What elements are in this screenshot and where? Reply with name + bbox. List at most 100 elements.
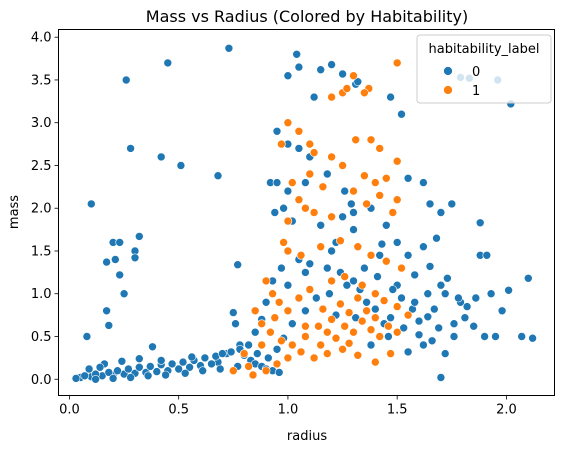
data-point-0 [403,174,413,183]
data-point-1 [250,306,260,316]
data-point-0 [338,212,347,222]
data-point-0 [111,255,120,264]
data-point-1 [366,251,376,260]
data-point-0 [423,289,433,299]
data-point-1 [336,299,345,309]
data-point-0 [292,49,302,59]
data-point-0 [462,302,472,311]
data-point-0 [161,370,170,380]
data-point-1 [327,276,336,286]
data-point-1 [274,297,284,307]
data-point-0 [346,199,356,209]
data-point-0 [434,323,444,333]
legend: habitability_label 0 1 [416,34,552,104]
data-point-1 [229,366,238,376]
y-tick-label: 0.0 [31,373,52,388]
data-point-1 [392,156,402,166]
data-point-1 [381,174,391,183]
x-tick-label: 0.5 [168,403,189,418]
data-point-1 [344,338,354,348]
data-point-0 [156,356,166,365]
data-point-1 [294,127,304,136]
data-point-0 [327,60,336,69]
data-point-1 [268,289,277,299]
data-point-0 [117,356,127,366]
data-point-0 [436,280,446,290]
data-point-0 [115,270,124,280]
data-point-1 [296,251,306,260]
data-point-0 [152,367,162,376]
data-point-1 [338,344,347,354]
data-point-0 [135,354,144,364]
data-point-1 [397,263,406,273]
data-point-1 [386,349,395,358]
legend-title: habitability_label [429,42,540,57]
data-point-1 [392,195,402,204]
data-point-0 [504,285,513,295]
y-tick-label: 1.0 [31,287,52,302]
data-point-1 [327,212,336,222]
data-point-0 [178,357,188,367]
data-point-0 [425,199,435,209]
data-point-1 [392,327,402,337]
y-tick-label: 4.0 [31,31,52,46]
data-point-1 [239,349,249,358]
data-point-0 [187,352,197,362]
data-point-0 [375,251,385,260]
data-point-0 [143,371,153,381]
data-point-0 [156,152,166,162]
series-1 [229,58,413,380]
data-point-0 [124,364,133,374]
data-point-0 [115,238,124,247]
data-point-0 [432,233,441,243]
data-point-0 [482,251,492,260]
data-point-0 [104,368,114,377]
data-point-0 [305,259,315,269]
data-point-0 [174,364,183,374]
data-point-1 [379,296,389,305]
data-point-1 [351,135,361,145]
data-point-0 [104,321,114,330]
data-point-0 [233,260,242,270]
data-point-1 [362,306,371,316]
data-point-1 [305,139,315,149]
data-point-0 [113,366,122,376]
data-point-0 [360,263,369,273]
data-point-0 [294,144,304,153]
data-point-0 [167,359,177,369]
data-point-1 [349,186,358,196]
data-point-0 [146,362,155,371]
data-point-0 [316,65,326,74]
ticks-layer: 0.0 0.5 1.0 1.5 2.0 0.0 0.5 1.0 1.5 2.0 2.5 3.0 3.5 4… [31,31,517,418]
data-point-0 [325,289,334,299]
data-point-1 [375,144,385,153]
data-point-0 [425,262,435,271]
data-point-0 [427,336,437,346]
data-point-0 [126,144,135,153]
x-tick-label: 1.0 [278,403,299,418]
x-tick-label: 2.0 [496,403,517,418]
data-point-0 [440,289,450,299]
data-point-0 [301,178,310,187]
data-point-1 [322,327,332,337]
data-point-1 [357,280,367,290]
data-point-0 [176,161,186,170]
data-point-0 [294,62,304,72]
data-point-1 [344,308,354,317]
data-point-1 [283,216,293,226]
data-point-0 [283,71,293,80]
data-point-1 [370,313,380,323]
data-point-0 [403,347,413,357]
data-point-1 [277,139,286,149]
data-point-1 [283,118,293,127]
data-point-0 [126,373,135,382]
data-point-0 [449,319,459,329]
data-point-1 [305,285,315,294]
data-point-0 [287,319,297,329]
data-point-0 [283,280,293,290]
data-point-1 [277,336,286,346]
data-point-1 [388,208,398,217]
data-point-1 [287,340,297,350]
plot-frame [58,29,555,396]
